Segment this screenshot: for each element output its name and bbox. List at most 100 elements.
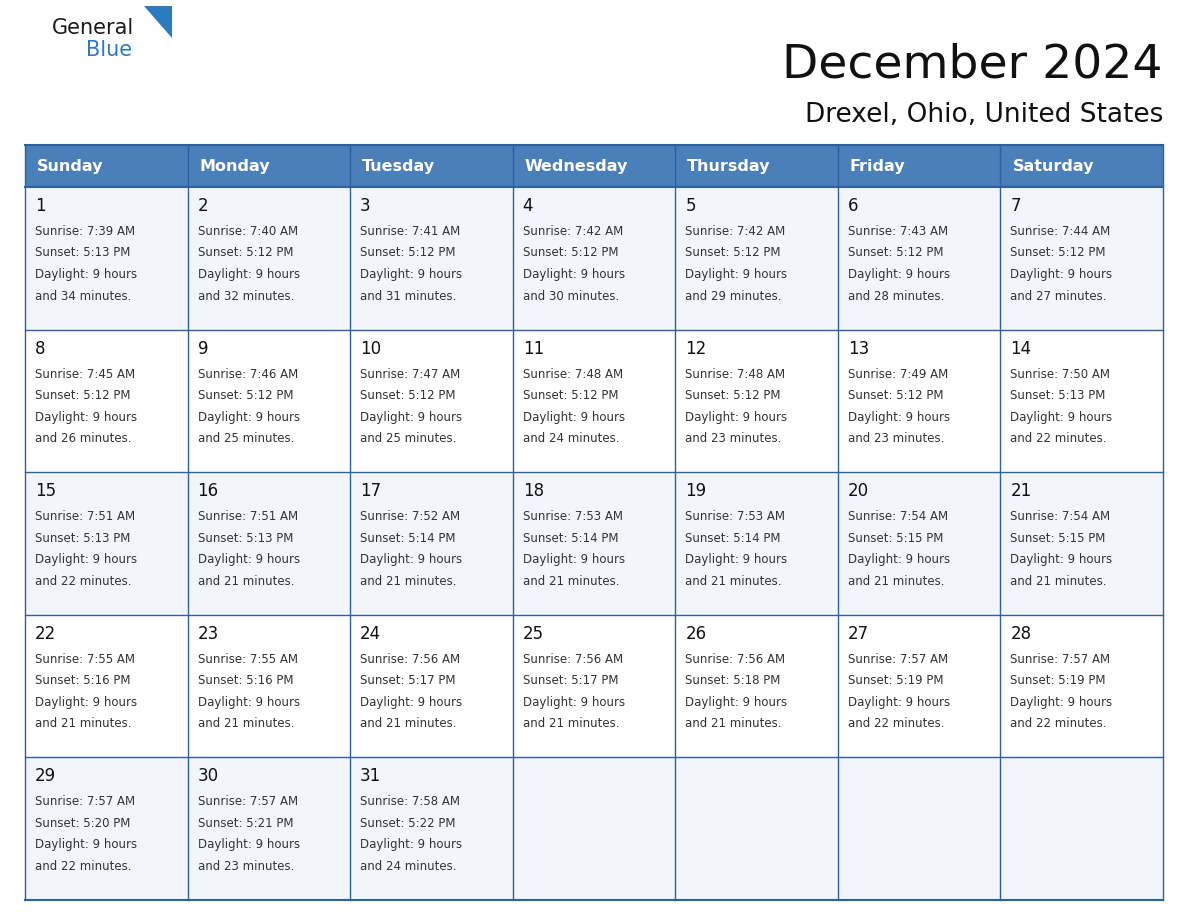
- Text: and 30 minutes.: and 30 minutes.: [523, 289, 619, 303]
- Text: 18: 18: [523, 482, 544, 500]
- Text: Sunset: 5:17 PM: Sunset: 5:17 PM: [360, 675, 456, 688]
- Bar: [25, 187, 1163, 330]
- Text: Sunset: 5:12 PM: Sunset: 5:12 PM: [685, 247, 781, 260]
- Text: and 21 minutes.: and 21 minutes.: [360, 575, 456, 588]
- Text: Sunrise: 7:50 AM: Sunrise: 7:50 AM: [1011, 367, 1111, 381]
- Text: Sunrise: 7:55 AM: Sunrise: 7:55 AM: [197, 653, 297, 666]
- Text: Daylight: 9 hours: Daylight: 9 hours: [360, 696, 462, 709]
- Text: Daylight: 9 hours: Daylight: 9 hours: [34, 268, 137, 281]
- Text: Sunset: 5:12 PM: Sunset: 5:12 PM: [360, 389, 456, 402]
- Text: Daylight: 9 hours: Daylight: 9 hours: [360, 838, 462, 851]
- Text: Daylight: 9 hours: Daylight: 9 hours: [685, 410, 788, 423]
- Text: Sunrise: 7:56 AM: Sunrise: 7:56 AM: [360, 653, 460, 666]
- Text: Sunrise: 7:48 AM: Sunrise: 7:48 AM: [685, 367, 785, 381]
- Text: Sunset: 5:12 PM: Sunset: 5:12 PM: [34, 389, 131, 402]
- Text: and 31 minutes.: and 31 minutes.: [360, 289, 456, 303]
- Text: Sunset: 5:13 PM: Sunset: 5:13 PM: [1011, 389, 1106, 402]
- Text: and 21 minutes.: and 21 minutes.: [685, 717, 782, 731]
- Text: Daylight: 9 hours: Daylight: 9 hours: [523, 696, 625, 709]
- Text: Friday: Friday: [849, 159, 905, 174]
- Text: and 21 minutes.: and 21 minutes.: [685, 575, 782, 588]
- Text: and 21 minutes.: and 21 minutes.: [848, 575, 944, 588]
- Text: 26: 26: [685, 625, 707, 643]
- Text: Sunrise: 7:57 AM: Sunrise: 7:57 AM: [34, 795, 135, 809]
- Text: 30: 30: [197, 767, 219, 786]
- Bar: [25, 330, 1163, 472]
- Text: and 32 minutes.: and 32 minutes.: [197, 289, 293, 303]
- Text: 15: 15: [34, 482, 56, 500]
- Text: Daylight: 9 hours: Daylight: 9 hours: [685, 554, 788, 566]
- Text: Daylight: 9 hours: Daylight: 9 hours: [848, 410, 950, 423]
- Text: Sunset: 5:12 PM: Sunset: 5:12 PM: [685, 389, 781, 402]
- Text: 19: 19: [685, 482, 707, 500]
- Text: Daylight: 9 hours: Daylight: 9 hours: [34, 410, 137, 423]
- Text: Sunset: 5:19 PM: Sunset: 5:19 PM: [848, 675, 943, 688]
- Text: Sunset: 5:14 PM: Sunset: 5:14 PM: [360, 532, 456, 544]
- Text: and 22 minutes.: and 22 minutes.: [34, 575, 132, 588]
- Text: and 21 minutes.: and 21 minutes.: [197, 717, 295, 731]
- Text: Sunset: 5:12 PM: Sunset: 5:12 PM: [360, 247, 456, 260]
- Text: and 24 minutes.: and 24 minutes.: [360, 860, 456, 873]
- Text: Sunrise: 7:39 AM: Sunrise: 7:39 AM: [34, 225, 135, 238]
- Text: 25: 25: [523, 625, 544, 643]
- Text: Sunrise: 7:57 AM: Sunrise: 7:57 AM: [1011, 653, 1111, 666]
- Text: 23: 23: [197, 625, 219, 643]
- Bar: [25, 472, 1163, 615]
- Text: Sunrise: 7:57 AM: Sunrise: 7:57 AM: [848, 653, 948, 666]
- Text: and 28 minutes.: and 28 minutes.: [848, 289, 944, 303]
- Text: Daylight: 9 hours: Daylight: 9 hours: [34, 696, 137, 709]
- Text: Sunday: Sunday: [37, 159, 103, 174]
- Text: 17: 17: [360, 482, 381, 500]
- Text: Sunrise: 7:44 AM: Sunrise: 7:44 AM: [1011, 225, 1111, 238]
- Text: Sunrise: 7:58 AM: Sunrise: 7:58 AM: [360, 795, 460, 809]
- Text: Sunset: 5:13 PM: Sunset: 5:13 PM: [34, 532, 131, 544]
- Text: Sunrise: 7:54 AM: Sunrise: 7:54 AM: [848, 510, 948, 523]
- Text: Daylight: 9 hours: Daylight: 9 hours: [197, 554, 299, 566]
- Text: 1: 1: [34, 197, 45, 215]
- Text: 6: 6: [848, 197, 859, 215]
- Text: Sunset: 5:13 PM: Sunset: 5:13 PM: [34, 247, 131, 260]
- Text: Sunrise: 7:53 AM: Sunrise: 7:53 AM: [685, 510, 785, 523]
- Text: and 34 minutes.: and 34 minutes.: [34, 289, 132, 303]
- Text: 4: 4: [523, 197, 533, 215]
- Text: Sunrise: 7:56 AM: Sunrise: 7:56 AM: [523, 653, 623, 666]
- Text: 24: 24: [360, 625, 381, 643]
- Text: Sunrise: 7:52 AM: Sunrise: 7:52 AM: [360, 510, 460, 523]
- Text: 16: 16: [197, 482, 219, 500]
- Text: 14: 14: [1011, 340, 1031, 358]
- Text: Sunset: 5:15 PM: Sunset: 5:15 PM: [1011, 532, 1106, 544]
- Text: Daylight: 9 hours: Daylight: 9 hours: [1011, 410, 1112, 423]
- Polygon shape: [144, 6, 172, 38]
- Bar: [25, 615, 1163, 757]
- Text: Daylight: 9 hours: Daylight: 9 hours: [197, 268, 299, 281]
- Text: Daylight: 9 hours: Daylight: 9 hours: [1011, 268, 1112, 281]
- Text: 21: 21: [1011, 482, 1031, 500]
- Text: Daylight: 9 hours: Daylight: 9 hours: [34, 838, 137, 851]
- Text: December 2024: December 2024: [783, 42, 1163, 87]
- Text: 8: 8: [34, 340, 45, 358]
- Text: 9: 9: [197, 340, 208, 358]
- Text: 10: 10: [360, 340, 381, 358]
- Text: and 23 minutes.: and 23 minutes.: [685, 432, 782, 445]
- Text: 20: 20: [848, 482, 868, 500]
- Text: Sunset: 5:17 PM: Sunset: 5:17 PM: [523, 675, 618, 688]
- Text: and 24 minutes.: and 24 minutes.: [523, 432, 619, 445]
- Text: Sunrise: 7:55 AM: Sunrise: 7:55 AM: [34, 653, 135, 666]
- Text: Sunrise: 7:43 AM: Sunrise: 7:43 AM: [848, 225, 948, 238]
- Text: Sunset: 5:16 PM: Sunset: 5:16 PM: [197, 675, 293, 688]
- Text: Daylight: 9 hours: Daylight: 9 hours: [523, 410, 625, 423]
- Text: Sunset: 5:20 PM: Sunset: 5:20 PM: [34, 817, 131, 830]
- Text: Sunset: 5:22 PM: Sunset: 5:22 PM: [360, 817, 456, 830]
- Text: Sunrise: 7:49 AM: Sunrise: 7:49 AM: [848, 367, 948, 381]
- Text: Daylight: 9 hours: Daylight: 9 hours: [685, 696, 788, 709]
- Text: and 21 minutes.: and 21 minutes.: [360, 717, 456, 731]
- Text: 31: 31: [360, 767, 381, 786]
- Text: Sunrise: 7:42 AM: Sunrise: 7:42 AM: [685, 225, 785, 238]
- Text: 29: 29: [34, 767, 56, 786]
- Text: Saturday: Saturday: [1012, 159, 1094, 174]
- Text: and 21 minutes.: and 21 minutes.: [34, 717, 132, 731]
- Text: and 21 minutes.: and 21 minutes.: [523, 717, 619, 731]
- Text: Daylight: 9 hours: Daylight: 9 hours: [685, 268, 788, 281]
- Text: Daylight: 9 hours: Daylight: 9 hours: [197, 410, 299, 423]
- Text: Sunrise: 7:54 AM: Sunrise: 7:54 AM: [1011, 510, 1111, 523]
